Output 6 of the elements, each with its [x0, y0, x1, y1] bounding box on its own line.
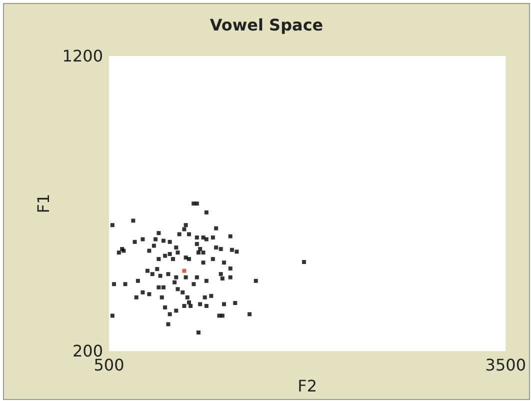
x-tick-label: 500	[94, 356, 124, 375]
x-axis-title: F2	[298, 376, 318, 396]
x-tick-label: 3500	[485, 356, 526, 375]
chart-title: Vowel Space	[210, 16, 324, 34]
y-axis-title: F1	[34, 194, 53, 214]
y-tick-label: 1200	[62, 46, 103, 66]
